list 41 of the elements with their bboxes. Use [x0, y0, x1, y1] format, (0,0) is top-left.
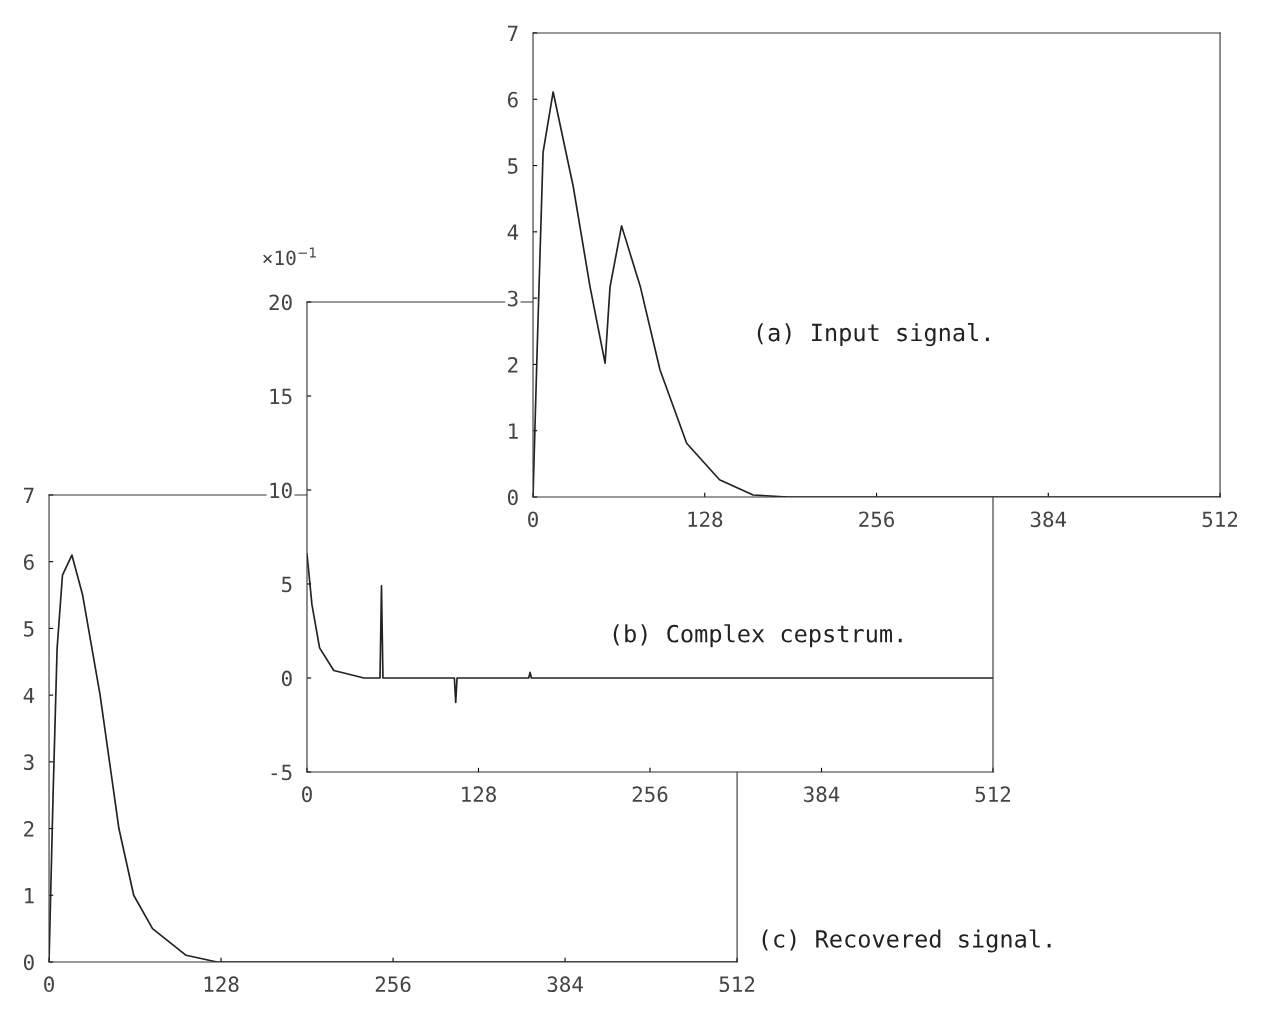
y-tick-label: 0: [23, 954, 34, 971]
y-tick-label: 4: [23, 687, 35, 704]
y-tick-label: 0: [507, 489, 518, 506]
y-tick-label: 20: [269, 294, 292, 311]
y-tick-label: 3: [24, 754, 34, 771]
y-tick-label: 7: [24, 487, 34, 503]
y-tick-label: 7: [508, 25, 518, 41]
x-tick-label: 512: [719, 976, 755, 993]
x-tick-label: 384: [804, 786, 840, 803]
y-tick-label: 5: [282, 576, 292, 593]
text: (b) Complex cepstrum.: [613, 624, 902, 648]
y-tick-label: 10: [270, 482, 292, 499]
y-tick-label: 4: [507, 224, 519, 240]
y-tick-label: 2: [24, 821, 34, 837]
x-tick-label: 256: [375, 976, 411, 993]
y-tick-label: 5: [508, 158, 518, 174]
y-tick-label: 6: [507, 91, 518, 108]
y-tick-label: 5: [24, 621, 34, 637]
x-tick-label: 256: [859, 511, 894, 528]
y-tick-label: 3: [507, 290, 518, 307]
y-axis-title: ×10$^{−1}$: [263, 247, 316, 266]
x-tick-label: 384: [547, 976, 583, 993]
x-tick-label: 128: [204, 976, 239, 993]
text: (c) Recovered signal.: [762, 929, 1051, 953]
x-tick-label: 0: [44, 976, 54, 993]
x-tick-label: 384: [1030, 511, 1067, 528]
y-tick-label: 15: [270, 388, 292, 405]
text: (a) Input signal.: [757, 323, 989, 347]
x-tick-label: 0: [528, 511, 538, 528]
y-tick-label: 1: [509, 423, 518, 439]
x-tick-label: 128: [688, 511, 723, 528]
x-tick-label: 512: [975, 786, 1011, 803]
y-tick-label: -5: [271, 764, 292, 781]
y-tick-label: 0: [281, 670, 292, 687]
y-tick-label: 1: [25, 888, 34, 904]
y-tick-label: 6: [23, 554, 34, 570]
y-tick-label: 2: [508, 356, 518, 373]
x-tick-label: 512: [1202, 511, 1238, 528]
x-tick-label: 256: [632, 786, 668, 803]
x-tick-label: 0: [302, 786, 312, 803]
x-tick-label: 128: [462, 786, 496, 803]
